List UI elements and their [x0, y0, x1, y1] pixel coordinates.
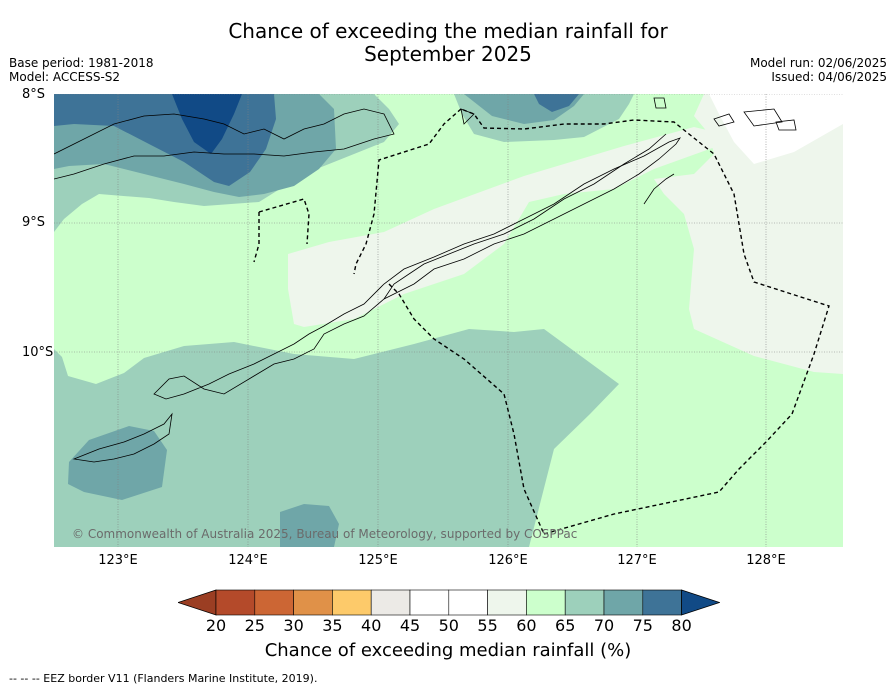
colorbar-tick-label: 55: [477, 616, 498, 635]
graticule: [54, 94, 843, 547]
colorbar-tick-label: 60: [516, 616, 537, 635]
colorbar-segment: [487, 589, 527, 616]
colorbar-tick-label: 65: [555, 616, 576, 635]
colorbar-tick-label: 45: [399, 616, 421, 635]
colorbar-segment: [293, 589, 333, 616]
colorbar-tick-label: 35: [322, 616, 343, 635]
map-title: Chance of exceeding the median rainfall …: [0, 20, 896, 66]
colorbar: [178, 589, 720, 616]
colorbar-label: Chance of exceeding median rainfall (%): [264, 640, 632, 661]
eez-border: [253, 108, 830, 535]
colorbar-segment: [642, 589, 682, 616]
colorbar-tick-label: 25: [244, 616, 265, 635]
lon-label-127e: 127°E: [617, 553, 657, 568]
lon-label-124e: 124°E: [228, 553, 268, 568]
zone-55-60-east: [654, 94, 843, 374]
colorbar-tick-label: 50: [438, 616, 459, 635]
zone-70-75-s: [280, 504, 339, 547]
base-period: Base period: 1981-2018: [9, 56, 154, 70]
colorbar-segment: [603, 589, 644, 616]
lat-label-10s: 10°S: [22, 345, 54, 360]
title-line-2: September 2025: [364, 42, 532, 66]
colorbar-segment: [448, 589, 488, 616]
colorbar-tick-label: 80: [671, 616, 692, 635]
lat-label-9s: 9°S: [22, 215, 46, 230]
issued-date: Issued: 04/06/2025: [771, 70, 887, 84]
lat-label-8s: 8°S: [22, 87, 46, 102]
colorbar-segment: [254, 589, 294, 616]
coastlines: [54, 97, 797, 463]
zone-80-north: [172, 94, 242, 154]
colorbar-tick-label: 20: [205, 616, 227, 635]
meta-left: Base period: 1981-2018 Model: ACCESS-S2: [9, 56, 154, 84]
lon-label-125e: 125°E: [358, 553, 398, 568]
colorbar-under-arrow: [178, 589, 217, 616]
lon-label-128e: 128°E: [746, 553, 786, 568]
colorbar-over-arrow: [681, 589, 720, 616]
colorbar-tick-label: 40: [361, 616, 382, 635]
model-name: Model: ACCESS-S2: [9, 70, 121, 84]
title-line-1: Chance of exceeding the median rainfall …: [228, 19, 668, 43]
meta-right: Model run: 02/06/2025 Issued: 04/06/2025: [750, 56, 887, 84]
zone-75-80-small: [534, 94, 579, 112]
zone-50-55-ne: [709, 94, 843, 164]
colorbar-tick-label: 75: [632, 616, 653, 635]
colorbar-segment: [370, 589, 411, 616]
lon-label-126e: 126°E: [488, 553, 528, 568]
colorbar-segment: [332, 589, 372, 616]
eez-footer: -- -- -- EEZ border V11 (Flanders Marine…: [9, 672, 318, 685]
model-run: Model run: 02/06/2025: [749, 56, 887, 70]
copyright-notice: © Commonwealth of Australia 2025, Bureau…: [72, 527, 578, 541]
colorbar-tick-label: 30: [283, 616, 304, 635]
colorbar-segment: [409, 589, 450, 616]
zone-70-75-sw: [68, 426, 167, 500]
lon-label-123e: 123°E: [98, 553, 138, 568]
rainfall-map: [54, 94, 843, 547]
colorbar-segment: [564, 589, 605, 616]
colorbar-segment: [526, 589, 566, 616]
colorbar-segment: [215, 589, 256, 616]
colorbar-tick-label: 70: [593, 616, 615, 635]
